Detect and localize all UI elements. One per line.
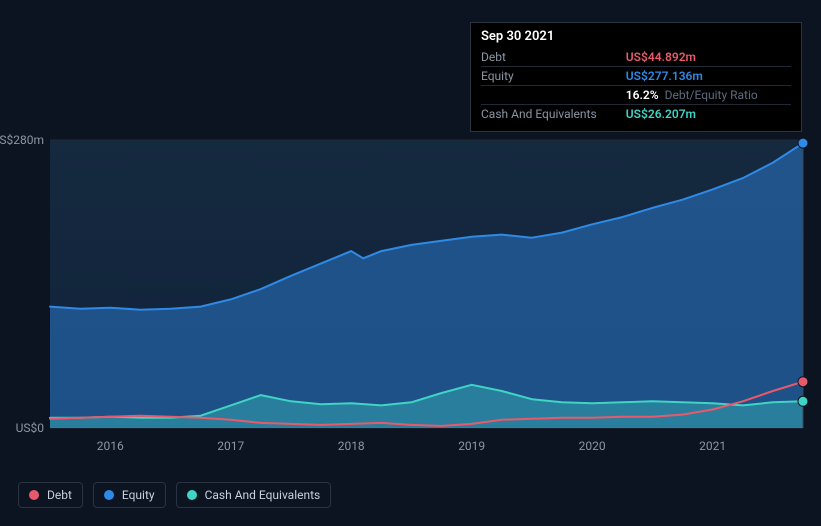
tooltip-row: 16.2%Debt/Equity Ratio [481, 86, 791, 105]
legend-item-debt[interactable]: Debt [18, 482, 83, 508]
x-axis-label: 2019 [458, 439, 485, 453]
legend-swatch [104, 490, 114, 500]
chart-legend: Debt Equity Cash And Equivalents [18, 482, 331, 508]
legend-label: Debt [47, 488, 72, 502]
tooltip-row: Cash And EquivalentsUS$26.207m [481, 105, 791, 124]
tooltip-row-value: US$26.207m [626, 105, 791, 124]
chart-tooltip: Sep 30 2021 DebtUS$44.892mEquityUS$277.1… [470, 22, 802, 132]
series-end-marker-debt [798, 377, 808, 387]
tooltip-date: Sep 30 2021 [481, 29, 791, 44]
tooltip-row-label: Equity [481, 67, 626, 86]
tooltip-row: DebtUS$44.892m [481, 48, 791, 67]
tooltip-row-value: US$44.892m [626, 48, 791, 67]
tooltip-row-label: Cash And Equivalents [481, 105, 626, 124]
series-end-marker-equity [798, 138, 808, 148]
y-axis-label: US$280m [0, 133, 44, 147]
series-end-marker-cash [798, 396, 808, 406]
tooltip-row-value: US$277.136m [626, 67, 791, 86]
x-axis-label: 2016 [97, 439, 124, 453]
legend-label: Equity [122, 488, 155, 502]
tooltip-row-label [481, 86, 626, 105]
legend-swatch [187, 490, 197, 500]
x-axis-label: 2020 [579, 439, 606, 453]
x-axis-label: 2021 [699, 439, 726, 453]
y-axis-label: US$0 [16, 421, 45, 435]
tooltip-table: DebtUS$44.892mEquityUS$277.136m16.2%Debt… [481, 48, 791, 123]
legend-item-equity[interactable]: Equity [93, 482, 166, 508]
x-axis-label: 2018 [338, 439, 365, 453]
tooltip-row-label: Debt [481, 48, 626, 67]
tooltip-row: EquityUS$277.136m [481, 67, 791, 86]
legend-item-cash[interactable]: Cash And Equivalents [176, 482, 332, 508]
legend-label: Cash And Equivalents [205, 488, 321, 502]
tooltip-row-value: 16.2%Debt/Equity Ratio [626, 86, 791, 105]
x-axis-label: 2017 [217, 439, 244, 453]
legend-swatch [29, 490, 39, 500]
